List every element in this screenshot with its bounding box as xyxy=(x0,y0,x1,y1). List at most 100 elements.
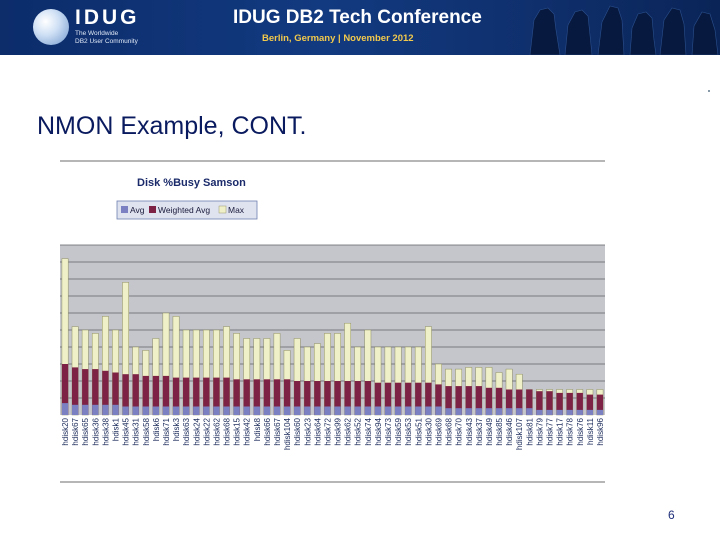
bar-weighted-avg xyxy=(193,377,200,415)
chart-title: Disk %Busy Samson xyxy=(137,177,246,189)
x-tick-label: hdisk67 xyxy=(273,417,282,445)
bar-weighted-avg xyxy=(283,379,291,415)
x-tick-label: hdisk20 xyxy=(61,417,70,445)
x-tick-label: hdisk81 xyxy=(525,417,534,445)
x-tick-label: hdisk1 xyxy=(112,417,121,441)
bar-avg xyxy=(92,404,99,415)
bar-weighted-avg xyxy=(485,387,493,415)
legend-weighted-swatch xyxy=(149,206,156,213)
bar-avg xyxy=(344,406,351,415)
conference-subtitle: Berlin, Germany | November 2012 xyxy=(262,33,414,44)
bar-weighted-avg xyxy=(435,384,442,415)
bar-weighted-avg xyxy=(576,392,583,415)
x-tick-label: hdisk77 xyxy=(545,417,554,445)
bar-avg xyxy=(72,404,79,415)
bar-weighted-avg xyxy=(445,386,452,415)
bar-avg xyxy=(576,409,583,415)
x-tick-label: hdisk38 xyxy=(101,417,110,445)
bar-weighted-avg xyxy=(294,381,301,415)
bar-weighted-avg xyxy=(394,382,402,415)
bar-avg xyxy=(475,408,482,415)
bar-weighted-avg xyxy=(556,392,563,415)
bar-weighted-avg xyxy=(586,394,593,415)
legend-avg-label: Avg xyxy=(130,205,145,215)
bar-avg xyxy=(82,404,89,415)
bar-avg xyxy=(203,406,210,415)
bar-weighted-avg xyxy=(223,377,230,415)
bar-series xyxy=(61,258,604,416)
bar-weighted-avg xyxy=(172,377,180,415)
bar-weighted-avg xyxy=(526,389,533,415)
bar-avg xyxy=(384,406,392,415)
bar-weighted-avg xyxy=(344,381,351,415)
bar-avg xyxy=(304,406,311,415)
x-tick-label: hdisk51 xyxy=(414,417,423,445)
x-tick-label: hdisk3 xyxy=(172,417,181,441)
x-tick-label: hdisk96 xyxy=(596,417,605,445)
disk-busy-chart: Disk %Busy Samson Avg Weighted Avg Max h… xyxy=(60,160,605,483)
x-tick-label: hdisk79 xyxy=(535,417,544,445)
bar-weighted-avg xyxy=(324,381,331,415)
bar-weighted-avg xyxy=(516,389,523,415)
x-tick-label: hdisk52 xyxy=(354,417,363,445)
bar-weighted-avg xyxy=(61,364,69,415)
bar-weighted-avg xyxy=(455,386,462,415)
globe-logo-icon xyxy=(33,9,69,45)
bar-weighted-avg xyxy=(122,374,129,415)
x-tick-label: hdisk68 xyxy=(445,417,454,445)
slide-title: NMON Example, CONT. xyxy=(37,112,307,140)
bar-weighted-avg xyxy=(415,382,422,415)
bar-weighted-avg xyxy=(314,381,321,415)
bar-avg xyxy=(183,406,190,415)
crowd-silhouette-icon xyxy=(529,5,719,55)
bar-avg xyxy=(223,406,230,415)
logo-wordmark: IDUG xyxy=(75,6,140,29)
x-tick-label: hdisk71 xyxy=(162,417,171,445)
x-tick-label: hdisk45 xyxy=(122,417,131,445)
bar-avg xyxy=(374,406,382,415)
slide-number: 6 xyxy=(668,508,675,522)
bar-weighted-avg xyxy=(203,377,210,415)
x-tick-label: hdisk76 xyxy=(576,417,585,445)
bar-weighted-avg xyxy=(112,372,119,415)
bar-weighted-avg xyxy=(405,382,412,415)
bar-weighted-avg xyxy=(243,379,250,415)
logo-tagline-line1: The Worldwide xyxy=(75,30,119,37)
legend-max-label: Max xyxy=(228,205,245,215)
x-tick-label: hdisk63 xyxy=(182,417,191,445)
x-tick-label: hdisk68 xyxy=(223,417,232,445)
legend-avg-swatch xyxy=(121,206,128,213)
bar-avg xyxy=(485,408,493,415)
x-tick-label: hdisk66 xyxy=(263,417,272,445)
bar-avg xyxy=(505,408,513,415)
x-tick-label: hdisk64 xyxy=(313,417,322,445)
bar-avg xyxy=(516,408,523,415)
x-tick-label: hdisk22 xyxy=(202,417,211,445)
x-tick-label: hdisk49 xyxy=(485,417,494,445)
x-tick-label: hdisk11 xyxy=(586,417,595,445)
bar-avg xyxy=(61,403,69,415)
x-tick-label: hdisk58 xyxy=(142,417,151,445)
bar-weighted-avg xyxy=(364,381,371,415)
x-tick-label: hdisk60 xyxy=(293,417,302,445)
bar-avg xyxy=(294,406,301,415)
conference-title: IDUG DB2 Tech Conference xyxy=(233,7,482,28)
bar-avg xyxy=(455,408,462,415)
bar-weighted-avg xyxy=(304,381,311,415)
x-tick-label: hdisk31 xyxy=(132,417,141,445)
bar-weighted-avg xyxy=(536,391,543,415)
bar-weighted-avg xyxy=(596,394,604,415)
x-tick-label: hdisk36 xyxy=(91,417,100,445)
bar-weighted-avg xyxy=(334,381,341,415)
bar-weighted-avg xyxy=(546,391,553,415)
x-tick-label: hdisk17 xyxy=(556,417,565,445)
x-tick-label: hdisk65 xyxy=(81,417,90,445)
x-tick-label: hdisk24 xyxy=(192,417,201,445)
chart-legend: Avg Weighted Avg Max xyxy=(116,200,258,220)
bar-avg xyxy=(273,406,281,415)
bar-weighted-avg xyxy=(374,382,382,415)
bar-weighted-avg xyxy=(253,379,260,415)
bar-weighted-avg xyxy=(152,375,160,415)
x-tick-label: hdisk99 xyxy=(334,417,343,445)
x-tick-label: hdisk42 xyxy=(243,417,252,445)
